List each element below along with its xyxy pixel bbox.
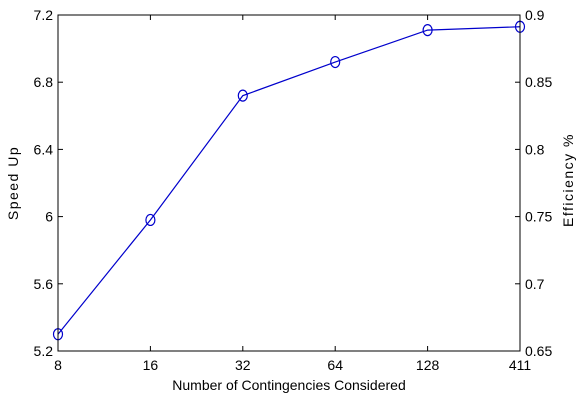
y2-tick-label: 0.8 bbox=[525, 141, 545, 157]
labels-layer: 8 16 32 64 128 411 5.2 5.6 6 6.4 6.8 7.2 0.65 0.7 0.75… bbox=[34, 7, 553, 373]
y2-tick-label: 0.65 bbox=[525, 343, 552, 359]
y-tick-label: 7.2 bbox=[34, 7, 54, 23]
x-tick-label: 8 bbox=[54, 357, 62, 373]
y-tick-label: 6.4 bbox=[34, 141, 54, 157]
data-point bbox=[237, 89, 248, 102]
x-tick-label: 128 bbox=[416, 357, 440, 373]
y2-tick-label: 0.7 bbox=[525, 276, 545, 292]
x-tick-label: 411 bbox=[509, 357, 532, 373]
y-tick-label: 5.2 bbox=[34, 343, 54, 359]
y-axis-title: Speed Up bbox=[5, 146, 21, 220]
x-tick-label: 32 bbox=[235, 357, 251, 373]
y-tick-label: 5.6 bbox=[34, 276, 54, 292]
y-tick-label: 6 bbox=[45, 209, 53, 225]
plot-frame bbox=[57, 14, 521, 352]
series-line bbox=[57, 26, 521, 335]
x-tick-label: 16 bbox=[143, 357, 159, 373]
y2-tick-label: 0.75 bbox=[525, 209, 552, 225]
y-tick-label: 6.8 bbox=[34, 74, 54, 90]
y2-tick-label: 0.9 bbox=[525, 7, 545, 23]
x-tick-label: 64 bbox=[327, 357, 343, 373]
x-axis-title: Number of Contingencies Considered bbox=[172, 377, 405, 393]
y2-axis-title: Efficiency % bbox=[560, 133, 576, 227]
y2-tick-label: 0.85 bbox=[525, 74, 552, 90]
data-point bbox=[330, 55, 341, 69]
data-point bbox=[422, 24, 433, 37]
ticks-layer bbox=[58, 15, 520, 351]
series-layer bbox=[52, 20, 526, 341]
data-point bbox=[145, 213, 156, 227]
